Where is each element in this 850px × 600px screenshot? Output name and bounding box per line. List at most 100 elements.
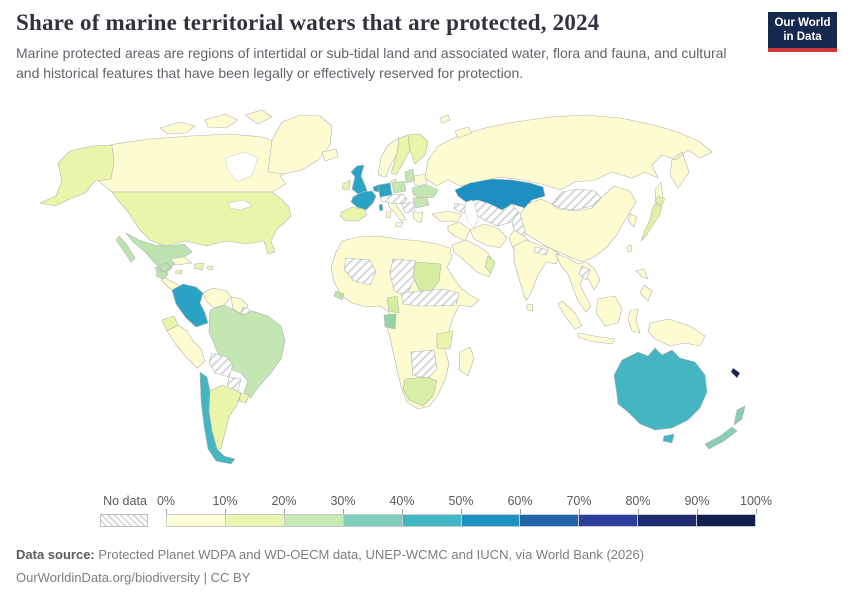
legend-tick-mark <box>343 509 344 514</box>
country-venezuela[interactable] <box>202 287 232 309</box>
country-taiwan[interactable] <box>626 244 633 253</box>
country-japan[interactable] <box>640 195 666 242</box>
region-romania-bulgaria[interactable] <box>412 196 430 209</box>
data-source-label: Data source: <box>16 547 95 562</box>
legend-bin[interactable] <box>638 515 698 526</box>
legend-bin[interactable] <box>284 515 344 526</box>
owid-logo-line2: in Data <box>783 31 822 43</box>
country-ireland[interactable] <box>341 179 351 191</box>
country-usa-alaska[interactable] <box>39 144 115 207</box>
country-new-zealand[interactable] <box>704 405 746 450</box>
chart-footer: Data source: Protected Planet WDPA and W… <box>16 544 644 590</box>
country-australia[interactable] <box>613 347 708 444</box>
country-finland[interactable] <box>407 133 429 165</box>
choropleth-svg <box>39 109 746 465</box>
country-new-caledonia[interactable] <box>730 367 741 379</box>
attribution-line[interactable]: OurWorldinData.org/biodiversity | CC BY <box>16 569 251 585</box>
region-iraq-levant[interactable] <box>447 221 471 242</box>
legend-tick-label: 50% <box>448 494 474 508</box>
legend-bins <box>166 514 756 527</box>
world-map <box>0 105 850 490</box>
country-puerto-rico[interactable] <box>206 265 214 271</box>
region-guinea[interactable] <box>333 290 345 301</box>
country-china[interactable] <box>519 185 637 263</box>
country-laos[interactable] <box>578 265 591 281</box>
country-korea[interactable] <box>627 213 638 228</box>
country-nepal[interactable] <box>533 246 549 256</box>
legend-bin[interactable] <box>343 515 403 526</box>
region-southeast-asia[interactable] <box>555 253 601 313</box>
legend-tick-label: 80% <box>625 494 651 508</box>
region-caucasus-no-data[interactable] <box>453 202 468 214</box>
country-belarus[interactable] <box>413 173 428 187</box>
legend-tick-label: 40% <box>389 494 415 508</box>
owid-logo[interactable]: Our World in Data <box>768 12 837 52</box>
caspian-sea <box>464 199 479 229</box>
legend-bin[interactable] <box>579 515 639 526</box>
country-hispaniola[interactable] <box>193 262 205 271</box>
country-peru[interactable] <box>166 324 206 369</box>
owid-logo-line1: Our World <box>774 16 831 29</box>
country-cameroon[interactable] <box>386 295 400 314</box>
country-tanzania[interactable] <box>436 330 454 350</box>
country-brazil[interactable] <box>208 304 286 399</box>
country-united-kingdom[interactable] <box>350 164 368 195</box>
country-indonesia[interactable] <box>557 295 641 345</box>
country-france[interactable] <box>350 190 384 212</box>
country-sri-lanka[interactable] <box>526 303 534 312</box>
country-ukraine[interactable] <box>411 184 439 200</box>
country-greece[interactable] <box>412 211 424 224</box>
region-benelux[interactable] <box>372 184 380 193</box>
no-data-swatch[interactable] <box>100 514 148 527</box>
country-cuba[interactable] <box>169 256 193 266</box>
region-central-europe-no-data[interactable] <box>379 193 408 205</box>
region-central-africa-no-data[interactable] <box>400 288 460 307</box>
legend-tick-label: 30% <box>330 494 356 508</box>
country-gabon[interactable] <box>383 313 397 330</box>
legend-tick-label: 20% <box>271 494 297 508</box>
region-novaya-zemlya[interactable] <box>439 114 473 139</box>
chart-header: Share of marine territorial waters that … <box>16 10 756 84</box>
country-canada-arctic-islands[interactable] <box>159 109 273 135</box>
region-zambia-zimbabwe-no-data[interactable] <box>410 349 438 380</box>
region-balkans-no-data[interactable] <box>401 201 416 214</box>
country-poland[interactable] <box>391 180 407 194</box>
country-iceland[interactable] <box>321 148 339 162</box>
country-oman[interactable] <box>484 255 496 274</box>
legend-bin[interactable] <box>225 515 285 526</box>
legend-tick-label: 0% <box>156 494 176 508</box>
great-lakes <box>227 199 253 211</box>
legend-bin[interactable] <box>697 515 756 526</box>
country-colombia[interactable] <box>171 283 209 328</box>
data-source-line: Data source: Protected Planet WDPA and W… <box>16 544 644 567</box>
legend-tick-label: 100% <box>740 494 772 508</box>
country-iran[interactable] <box>469 223 508 249</box>
page-title: Share of marine territorial waters that … <box>16 10 600 35</box>
country-germany[interactable] <box>377 182 393 198</box>
country-madagascar[interactable] <box>458 346 475 377</box>
country-chile[interactable] <box>199 371 236 465</box>
country-uruguay[interactable] <box>238 392 250 404</box>
legend-tick-mark <box>166 509 167 514</box>
legend-tick-mark <box>402 509 403 514</box>
chart-subtitle: Marine protected areas are regions of in… <box>16 45 727 81</box>
legend-bin[interactable] <box>520 515 580 526</box>
legend-tick-label: 90% <box>684 494 710 508</box>
region-new-guinea[interactable] <box>647 318 706 347</box>
country-india[interactable] <box>513 239 561 302</box>
country-greenland[interactable] <box>267 114 333 175</box>
region-mali-mauritania-no-data[interactable] <box>343 257 377 286</box>
country-spain[interactable] <box>339 206 368 222</box>
country-turkey[interactable] <box>431 210 463 223</box>
legend-bin[interactable] <box>167 515 226 526</box>
country-jamaica[interactable] <box>174 269 183 275</box>
country-paraguay[interactable] <box>226 376 242 392</box>
legend-bin[interactable] <box>402 515 462 526</box>
legend-tick-mark <box>579 509 580 514</box>
country-south-africa[interactable] <box>402 376 438 407</box>
region-baltics[interactable] <box>404 168 415 184</box>
country-mongolia[interactable] <box>551 188 602 211</box>
country-philippines[interactable] <box>635 268 653 302</box>
map-legend: No data 0% 10% 20% 30% 40% 50% 60% 70% 80% 90% 100… <box>0 492 850 532</box>
legend-bin[interactable] <box>461 515 521 526</box>
